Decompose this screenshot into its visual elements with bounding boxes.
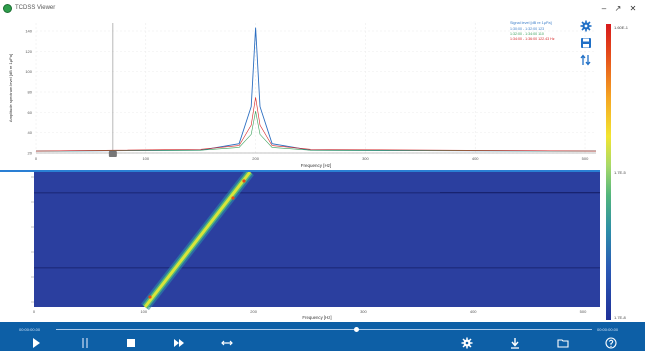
- signal-trace: [143, 172, 252, 308]
- y-tick-label: 80: [28, 90, 33, 95]
- y-axis-label: Amplitude spectrum level [dB re 1μPa]: [8, 54, 13, 122]
- noise-streak: [34, 267, 600, 269]
- marker-arrows-icon[interactable]: [580, 54, 592, 66]
- stop-icon[interactable]: [124, 337, 138, 349]
- play-icon[interactable]: [29, 337, 43, 349]
- noise-streak: [34, 192, 600, 194]
- waterfall-spectrogram[interactable]: 0 100 200 300 400 500 Frequency [Hz]: [0, 172, 600, 322]
- legend-entry: 1:30:00 - 1:32:00 123: [510, 27, 544, 31]
- timeline-knob[interactable]: [353, 327, 359, 332]
- fast-forward-icon[interactable]: [172, 337, 186, 349]
- x-tick-label: 100: [142, 156, 149, 161]
- colorbar-mid-label: 1.7E-5: [614, 170, 626, 175]
- x-tick-label: 200: [250, 309, 257, 314]
- y-tick-label: 60: [28, 110, 33, 115]
- x-tick-label: 200: [252, 156, 259, 161]
- y-tick-label: 100: [25, 69, 32, 74]
- pause-icon[interactable]: [78, 337, 92, 349]
- x-tick-label: 400: [470, 309, 477, 314]
- app-logo-icon: [3, 4, 12, 13]
- colorbar-top-label: 1.60E-1: [614, 25, 629, 30]
- x-tick-label: 400: [472, 156, 479, 161]
- spectrogram-background: [34, 172, 600, 307]
- timeline-slider[interactable]: [56, 329, 592, 330]
- title-bar: TCDSS Viewer ‒ ↗ ✕: [0, 0, 645, 20]
- signal-hotspot: [242, 179, 246, 183]
- y-tick-label: 40: [28, 130, 33, 135]
- zoom-horizontal-icon[interactable]: [220, 337, 234, 349]
- close-button[interactable]: ✕: [629, 4, 637, 13]
- y-tick-label: 120: [25, 49, 32, 54]
- maximize-button[interactable]: ↗: [614, 4, 622, 13]
- current-time: 00:00:00.00: [19, 327, 41, 332]
- app-title: TCDSS Viewer: [15, 5, 56, 11]
- minimize-button[interactable]: ‒: [601, 4, 607, 13]
- colorbar: [606, 24, 611, 320]
- signal-hotspot: [148, 295, 152, 299]
- series-line: [35, 111, 597, 152]
- end-time: 00:00:00.00: [597, 327, 619, 332]
- spectrum-chart[interactable]: 0 100 200 300 400 500 140 120 100 80 60 40 20 Frequen…: [0, 20, 600, 170]
- folder-icon[interactable]: [556, 337, 570, 349]
- legend-title: Signal level [dB re 1μPa]: [510, 21, 552, 25]
- x-tick-label: 100: [140, 309, 147, 314]
- download-icon[interactable]: [508, 337, 522, 349]
- waterfall-plot: 0 100 200 300 400 500 Frequency [Hz]: [31, 172, 600, 320]
- y-tick-label: 20: [28, 151, 33, 156]
- gear-icon[interactable]: [580, 20, 592, 32]
- x-tick-label: 300: [362, 156, 369, 161]
- spectrum-plot: 0 100 200 300 400 500 140 120 100 80 60 40 20 Frequen…: [8, 21, 597, 168]
- signal-hotspot: [231, 196, 235, 200]
- player-bar: 00:00:00.00 00:00:00.00: [0, 322, 645, 351]
- x-tick-label: 500: [582, 156, 589, 161]
- help-icon[interactable]: [604, 337, 618, 349]
- settings-gear-icon[interactable]: [460, 337, 474, 349]
- series-line: [35, 97, 597, 152]
- floppy-disk-icon[interactable]: [580, 37, 592, 49]
- legend-entry: 1:34:00 - 1:36:00 122.43 Hz: [510, 37, 555, 41]
- cursor-handle: [108, 151, 117, 157]
- colorbar-bottom-label: 1.7E-8: [614, 315, 626, 320]
- x-tick-label: 300: [360, 309, 367, 314]
- x-axis-label: Frequency [Hz]: [302, 315, 331, 320]
- x-axis-label: Frequency [Hz]: [301, 163, 332, 168]
- y-tick-label: 140: [25, 29, 32, 34]
- x-tick-label: 500: [580, 309, 587, 314]
- noise-streak: [440, 192, 600, 193]
- x-tick-label: 0: [33, 309, 36, 314]
- panel-divider: [0, 170, 600, 172]
- x-tick-label: 0: [35, 156, 38, 161]
- legend-entry: 1:32:00 - 1:34:00 110: [510, 32, 544, 36]
